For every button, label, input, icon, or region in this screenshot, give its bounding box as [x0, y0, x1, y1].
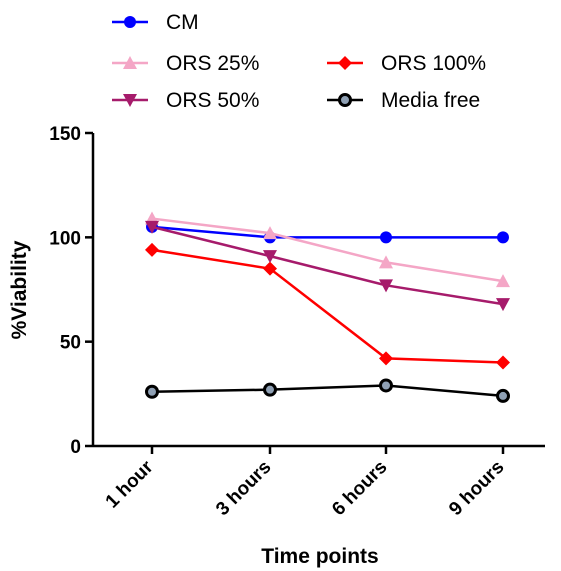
legend-item: ORS 50%: [112, 89, 259, 112]
data-point: [496, 298, 510, 312]
data-point: [497, 231, 509, 244]
y-tick-label: 150: [49, 124, 81, 145]
data-point: [496, 388, 510, 403]
series-group: [145, 211, 510, 403]
x-axis-title: Time points: [261, 545, 378, 568]
series-line: [151, 217, 504, 283]
data-point: [263, 250, 277, 264]
series-line: [151, 248, 504, 364]
y-tick-label: 50: [60, 333, 81, 354]
data-point: [496, 274, 510, 288]
legend-item: CM: [112, 11, 199, 34]
legend-swatch-marker: [123, 56, 137, 69]
legend-label: ORS 25%: [166, 52, 259, 75]
data-point: [380, 231, 392, 244]
data-point: [145, 242, 159, 257]
data-point: [145, 220, 159, 234]
legend-label: ORS 50%: [166, 89, 259, 112]
legend-swatch-marker: [338, 93, 352, 107]
legend-label: CM: [166, 11, 199, 34]
series-line: [151, 225, 504, 306]
legend-swatch-marker: [124, 16, 136, 28]
data-point: [145, 384, 159, 399]
x-tick-label: 1 hour: [102, 456, 158, 512]
x-tick-label: 6 hours: [328, 457, 391, 520]
data-point: [263, 261, 277, 276]
legend-swatch-marker: [338, 56, 352, 70]
legend-item: ORS 25%: [112, 52, 259, 75]
axes: [91, 133, 545, 448]
legend-swatch-marker: [123, 94, 137, 107]
data-point: [379, 255, 393, 269]
series-line: [151, 225, 503, 239]
legend-item: ORS 100%: [327, 52, 486, 75]
y-ticks: 0 50 100 150: [49, 124, 93, 458]
x-tick-label: 9 hours: [445, 457, 508, 520]
x-ticks: 1 hour 3 hours 6 hours 9 hours: [102, 446, 509, 520]
data-point: [263, 226, 277, 240]
data-point: [263, 382, 277, 397]
x-tick-label: 3 hours: [212, 457, 275, 520]
series-ors-25-: [145, 211, 510, 288]
data-point: [379, 378, 393, 393]
series-line: [151, 384, 504, 398]
y-tick-label: 0: [70, 437, 81, 458]
data-point: [496, 355, 510, 370]
y-tick-label: 100: [49, 228, 81, 249]
series-ors-50-: [145, 220, 510, 312]
legend: CM ORS 25% ORS 50% ORS 100% Media free: [112, 11, 486, 112]
data-point: [379, 279, 393, 293]
data-point: [379, 351, 393, 366]
y-axis-title: %Viability: [8, 240, 31, 339]
legend-label: Media free: [381, 89, 480, 112]
legend-item: Media free: [327, 89, 480, 112]
series-media-free: [145, 378, 510, 403]
series-ors-100-: [145, 242, 510, 370]
legend-label: ORS 100%: [381, 52, 486, 75]
